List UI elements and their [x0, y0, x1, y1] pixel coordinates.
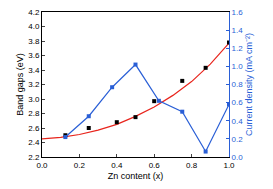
svg-text:2.4: 2.4	[28, 138, 40, 147]
svg-text:Zn content (x): Zn content (x)	[108, 171, 164, 181]
svg-text:4.2: 4.2	[28, 8, 40, 17]
svg-text:0.0: 0.0	[36, 161, 48, 170]
svg-text:0.6: 0.6	[149, 161, 161, 170]
svg-text:0.2: 0.2	[232, 135, 244, 144]
svg-text:0.0: 0.0	[232, 153, 244, 162]
svg-text:0.6: 0.6	[232, 98, 244, 107]
svg-text:2.6: 2.6	[28, 124, 40, 133]
svg-text:3.2: 3.2	[28, 80, 40, 89]
svg-text:0.8: 0.8	[232, 80, 244, 89]
svg-text:1.2: 1.2	[232, 44, 244, 53]
svg-text:4.0: 4.0	[28, 22, 40, 31]
svg-text:3.0: 3.0	[28, 95, 40, 104]
svg-text:1.0: 1.0	[223, 161, 235, 170]
svg-text:0.8: 0.8	[186, 161, 198, 170]
svg-text:0.2: 0.2	[74, 161, 86, 170]
svg-text:0.4: 0.4	[111, 161, 123, 170]
svg-text:2.2: 2.2	[28, 153, 40, 162]
svg-text:3.4: 3.4	[28, 66, 40, 75]
svg-text:Band gaps (eV): Band gaps (eV)	[15, 53, 25, 116]
svg-text:2.8: 2.8	[28, 109, 40, 118]
svg-text:1.4: 1.4	[232, 26, 244, 35]
svg-text:3.8: 3.8	[28, 37, 40, 46]
svg-text:Current density (mA cm⁻²): Current density (mA cm⁻²)	[244, 33, 254, 136]
svg-text:0.4: 0.4	[232, 117, 244, 126]
svg-text:1.0: 1.0	[232, 62, 244, 71]
svg-text:1.6: 1.6	[232, 8, 244, 17]
svg-text:3.6: 3.6	[28, 51, 40, 60]
